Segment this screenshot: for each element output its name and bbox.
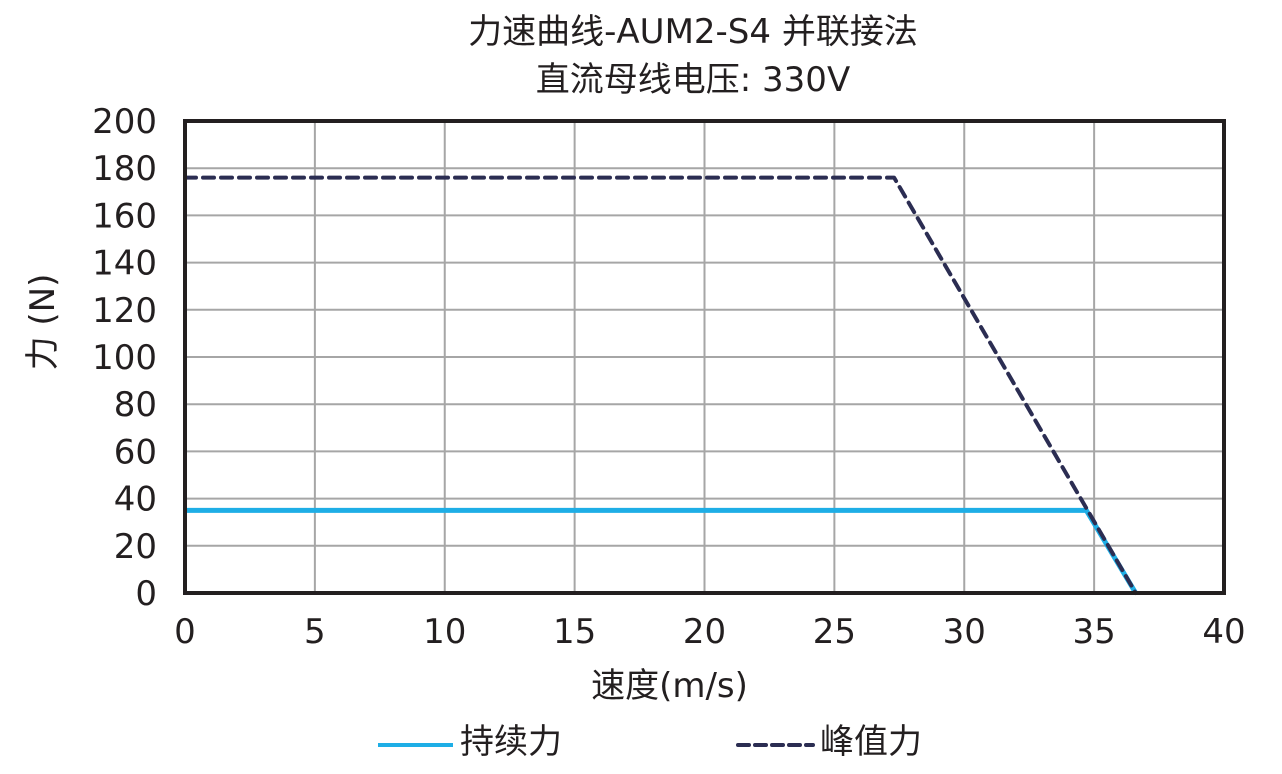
y-axis-label: 力 (N) [23,274,63,371]
y-tick-label: 40 [114,480,157,520]
y-tick-label: 0 [135,574,157,614]
y-tick-label: 100 [92,338,157,378]
y-tick-label: 20 [114,527,157,567]
y-tick-label: 60 [114,432,157,472]
x-tick-label: 25 [813,612,856,652]
x-tick-label: 0 [174,612,196,652]
data-series [183,175,1138,595]
peak-force-line [183,175,1138,595]
y-tick-label: 160 [92,196,157,236]
tick-labels: 0 5 10 15 20 25 30 35 40 0 20 40 60 80 100 120 140 160 180… [92,102,1246,652]
y-tick-label: 120 [92,291,157,331]
x-tick-label: 40 [1202,612,1245,652]
y-tick-label: 140 [92,244,157,284]
x-tick-label: 15 [553,612,596,652]
x-tick-label: 20 [683,612,726,652]
x-tick-label: 5 [304,612,326,652]
y-tick-label: 200 [92,102,157,142]
continuous-force-line [185,507,1138,595]
plot-frame [183,119,1226,595]
y-tick-label: 80 [114,385,157,425]
grid-lines [184,120,1225,594]
legend-continuous-label: 持续力 [460,722,562,762]
x-tick-label: 35 [1072,612,1115,652]
chart-title: 力速曲线-AUM2-S4 并联接法 [468,12,918,52]
x-axis-label: 速度(m/s) [591,666,748,706]
y-tick-label: 180 [92,149,157,189]
x-tick-label: 10 [423,612,466,652]
legend-peak-label: 峰值力 [820,722,922,762]
chart-subtitle: 直流母线电压: 330V [535,60,851,100]
x-tick-label: 30 [943,612,986,652]
